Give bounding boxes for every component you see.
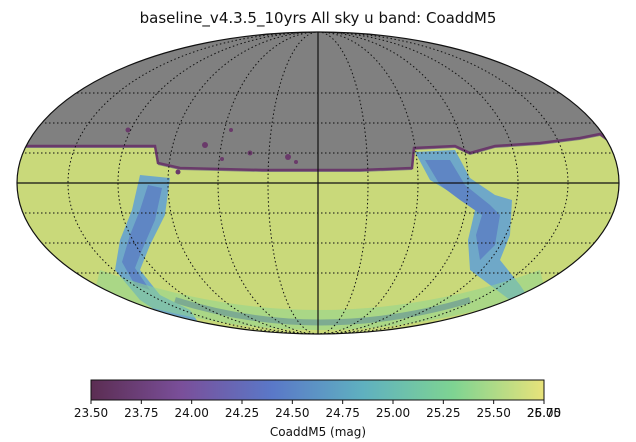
colorbar-tick-label: 23.75 [124, 406, 158, 420]
colorbar-tick-label: 24.00 [174, 406, 208, 420]
galactic-plane-left-core [122, 185, 162, 290]
colorbar-tick-label: 23.50 [74, 406, 108, 420]
footprint-edge-region [17, 132, 619, 172]
colorbar-tick-label: 25.75 [527, 406, 561, 420]
colorbar-gradient [90, 379, 545, 401]
colorbar-label: CoaddM5 (mag) [270, 425, 366, 439]
colorbar-tick-label: 24.75 [325, 406, 359, 420]
colorbar: 23.50 23.75 24.00 24.25 24.50 24.75 25.00 25.25… [74, 379, 561, 439]
isolated-patch [125, 127, 131, 133]
colorbar-tick-label: 24.50 [275, 406, 309, 420]
isolated-patch [202, 142, 208, 148]
colorbar-tick-label: 26.00 [527, 406, 561, 420]
colorbar-tick-label: 25.25 [426, 406, 460, 420]
sky-map [17, 32, 619, 334]
isolated-patch [175, 169, 181, 175]
map-outline [16, 31, 620, 335]
isolated-patch [220, 157, 224, 161]
colorbar-tick-label: 24.25 [225, 406, 259, 420]
isolated-patch [229, 128, 233, 132]
galactic-plane-right-core [425, 160, 500, 260]
south-green-band [95, 270, 545, 330]
colorbar-tick-label: 25.00 [376, 406, 410, 420]
colorbar-ticks: 23.50 23.75 24.00 24.25 24.50 24.75 25.00 25.25… [74, 400, 561, 420]
chart-title: baseline_v4.3.5_10yrs All sky u band: Co… [140, 9, 497, 28]
isolated-patch [294, 160, 298, 164]
colorbar-tick-label: 25.50 [476, 406, 510, 420]
isolated-patch [285, 154, 291, 160]
